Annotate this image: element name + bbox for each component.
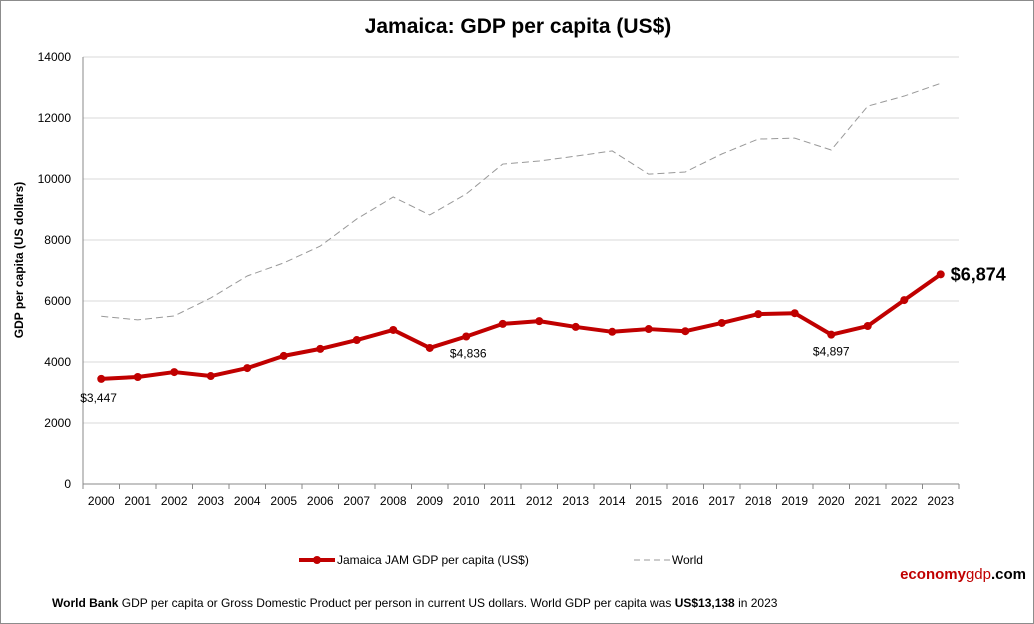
jamaica-point-2008 [389,325,398,334]
jamaica-point-2017 [717,318,726,327]
x-tick-label: 2000 [88,494,115,508]
x-tick-label: 2008 [380,494,407,508]
x-tick-label: 2004 [234,494,261,508]
x-tick-label: 2007 [343,494,370,508]
jamaica-point-2015 [644,325,653,334]
jamaica-point-2004 [243,364,252,373]
jamaica-point-2005 [279,351,288,360]
x-tick-label: 2009 [416,494,443,508]
jamaica-point-2022 [900,296,909,305]
world-series-line [101,82,941,321]
brand-logo: economygdp.com [900,566,1026,583]
data-label-2020: $4,897 [813,345,850,359]
jamaica-point-2010 [462,332,471,341]
x-tick-label: 2020 [818,494,845,508]
x-tick-label: 2015 [635,494,662,508]
y-tick-label: 14000 [38,50,72,64]
x-tick-label: 2001 [124,494,151,508]
y-tick-label: 6000 [44,294,71,308]
x-tick-label: 2011 [490,494,516,508]
x-tick-label: 2019 [781,494,808,508]
x-tick-label: 2006 [307,494,334,508]
x-tick-label: 2005 [270,494,297,508]
x-tick-label: 2010 [453,494,480,508]
y-tick-label: 0 [64,477,71,491]
x-tick-label: 2018 [745,494,772,508]
jamaica-point-2014 [608,327,617,336]
x-tick-label: 2013 [562,494,589,508]
data-label-2000: $3,447 [80,391,117,405]
x-tick-label: 2003 [197,494,224,508]
x-tick-label: 2023 [927,494,954,508]
x-tick-label: 2014 [599,494,626,508]
chart-title: Jamaica: GDP per capita (US$) [364,15,672,38]
footer-note: World Bank GDP per capita or Gross Domes… [52,596,778,610]
jamaica-point-2021 [863,322,872,331]
jamaica-point-2019 [790,309,799,318]
y-tick-label: 10000 [38,172,72,186]
x-tick-label: 2002 [161,494,188,508]
x-tick-label: 2021 [854,494,881,508]
data-label-2023: $6,874 [951,264,1006,284]
y-tick-label: 4000 [44,355,71,369]
jamaica-point-2016 [681,327,690,336]
jamaica-point-2012 [535,317,544,326]
x-tick-label: 2012 [526,494,553,508]
jamaica-point-2013 [571,322,580,331]
jamaica-point-2018 [754,310,763,319]
legend: Jamaica JAM GDP per capita (US$) World [299,553,703,567]
jamaica-point-2011 [498,319,507,328]
x-tick-label: 2016 [672,494,699,508]
legend-jamaica-swatch [299,556,335,564]
jamaica-point-2000 [97,374,106,383]
y-tick-label: 8000 [44,233,71,247]
jamaica-point-2002 [170,368,179,377]
jamaica-point-2001 [133,373,142,382]
data-label-2010: $4,836 [450,347,487,361]
jamaica-point-2023 [936,270,945,279]
x-tick-label: 2022 [891,494,918,508]
jamaica-point-2009 [425,343,434,352]
legend-world-swatch [633,559,670,561]
jamaica-point-2020 [827,330,836,339]
legend-world-label: World [671,553,703,567]
x-tick-label: 2017 [708,494,735,508]
jamaica-point-2003 [206,372,215,381]
y-tick-label: 12000 [38,111,72,125]
legend-jamaica-label: Jamaica JAM GDP per capita (US$) [337,553,529,567]
jamaica-series-line [101,272,942,381]
jamaica-point-2007 [352,336,361,345]
jamaica-point-2006 [316,344,325,353]
y-tick-label: 2000 [44,416,71,430]
